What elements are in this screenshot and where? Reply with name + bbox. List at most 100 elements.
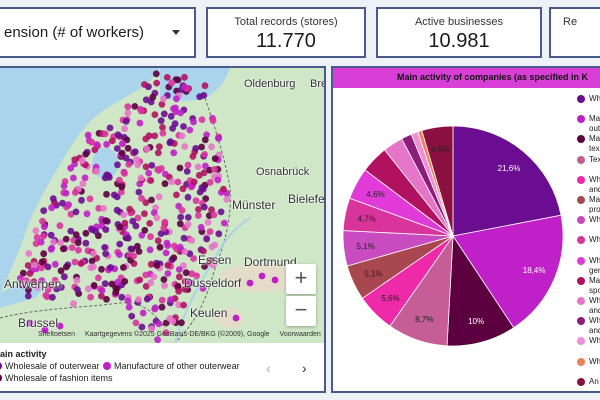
pie-slice[interactable] xyxy=(446,234,515,347)
store-marker[interactable] xyxy=(192,145,200,152)
store-marker[interactable] xyxy=(194,163,202,171)
store-marker[interactable] xyxy=(151,305,159,313)
store-marker[interactable] xyxy=(58,283,65,291)
store-marker[interactable] xyxy=(56,222,64,230)
store-marker[interactable] xyxy=(169,125,177,132)
store-marker[interactable] xyxy=(198,184,206,192)
store-marker[interactable] xyxy=(24,292,32,300)
store-marker[interactable] xyxy=(124,234,132,242)
shortcuts-link[interactable]: Sneltoetsen xyxy=(38,331,75,338)
store-marker[interactable] xyxy=(181,143,189,150)
store-marker[interactable] xyxy=(116,176,123,184)
store-marker[interactable] xyxy=(192,197,200,205)
store-marker[interactable] xyxy=(50,238,57,246)
store-marker[interactable] xyxy=(156,243,164,251)
store-marker[interactable] xyxy=(153,214,161,222)
pie-legend-item[interactable]: An xyxy=(577,377,599,387)
store-marker[interactable] xyxy=(114,161,121,169)
store-marker[interactable] xyxy=(190,118,197,126)
store-marker[interactable] xyxy=(161,218,169,226)
store-marker[interactable] xyxy=(153,262,161,269)
pie-legend-item[interactable]: Whand xyxy=(577,296,600,316)
store-marker[interactable] xyxy=(79,180,87,188)
store-marker[interactable] xyxy=(74,286,81,293)
store-marker[interactable] xyxy=(176,273,183,281)
store-marker[interactable] xyxy=(167,296,175,303)
store-marker[interactable] xyxy=(145,169,153,177)
store-marker[interactable] xyxy=(130,252,138,260)
store-marker[interactable] xyxy=(25,250,33,257)
store-marker[interactable] xyxy=(201,82,209,90)
store-marker[interactable] xyxy=(154,149,162,157)
store-marker[interactable] xyxy=(141,210,148,218)
store-marker[interactable] xyxy=(128,312,136,320)
store-marker[interactable] xyxy=(201,151,209,158)
store-marker[interactable] xyxy=(86,195,94,203)
store-marker[interactable] xyxy=(138,231,146,239)
store-marker[interactable] xyxy=(209,261,217,269)
store-marker[interactable] xyxy=(120,211,128,219)
store-marker[interactable] xyxy=(208,206,215,214)
store-marker[interactable] xyxy=(160,110,168,118)
pie-legend-item[interactable]: Wh xyxy=(577,215,600,225)
store-marker[interactable] xyxy=(37,238,45,246)
store-marker[interactable] xyxy=(47,231,55,239)
store-marker[interactable] xyxy=(202,195,210,202)
store-marker[interactable] xyxy=(16,274,24,282)
store-marker[interactable] xyxy=(138,323,146,331)
store-marker[interactable] xyxy=(145,132,153,140)
store-marker[interactable] xyxy=(142,163,150,171)
store-marker[interactable] xyxy=(73,276,81,284)
store-marker[interactable] xyxy=(82,229,90,237)
store-marker[interactable] xyxy=(135,188,143,196)
store-marker[interactable] xyxy=(197,223,205,231)
store-marker[interactable] xyxy=(158,101,166,108)
store-marker[interactable] xyxy=(143,295,151,303)
store-marker[interactable] xyxy=(186,126,194,134)
caret-down-icon[interactable] xyxy=(172,30,180,35)
store-marker[interactable] xyxy=(90,250,97,257)
store-marker[interactable] xyxy=(176,243,184,251)
terms-link[interactable]: Voorwaarden xyxy=(279,331,321,338)
store-marker[interactable] xyxy=(116,251,123,258)
store-marker[interactable] xyxy=(92,227,99,235)
map-canvas[interactable]: Oldenburg Bre Osnabrück Münster Bielefe … xyxy=(0,68,324,343)
store-marker[interactable] xyxy=(220,219,228,227)
store-marker[interactable] xyxy=(62,189,70,197)
store-marker[interactable] xyxy=(183,168,191,175)
pie-slice[interactable] xyxy=(452,214,564,329)
store-marker[interactable] xyxy=(184,193,192,201)
store-marker[interactable] xyxy=(154,237,162,245)
store-marker[interactable] xyxy=(206,228,214,236)
store-marker[interactable] xyxy=(258,272,266,280)
store-marker[interactable] xyxy=(204,218,212,226)
pie-legend-item[interactable]: Ma tex xyxy=(577,134,600,154)
store-marker[interactable] xyxy=(181,278,189,285)
store-marker[interactable] xyxy=(121,170,128,177)
store-marker[interactable] xyxy=(152,70,160,78)
store-marker[interactable] xyxy=(65,201,72,209)
store-marker[interactable] xyxy=(176,220,184,228)
store-marker[interactable] xyxy=(155,193,163,201)
store-marker[interactable] xyxy=(49,195,57,202)
store-marker[interactable] xyxy=(198,116,206,123)
store-marker[interactable] xyxy=(24,262,32,269)
store-marker[interactable] xyxy=(195,171,203,179)
store-marker[interactable] xyxy=(159,124,166,131)
store-marker[interactable] xyxy=(107,264,114,271)
store-marker[interactable] xyxy=(44,263,52,271)
store-marker[interactable] xyxy=(40,250,48,258)
pie-legend-item[interactable]: Whand xyxy=(577,175,600,195)
store-marker[interactable] xyxy=(26,319,34,327)
store-marker[interactable] xyxy=(158,303,166,311)
store-marker[interactable] xyxy=(90,282,98,289)
pie-legend-item[interactable]: Ma pro xyxy=(577,195,600,215)
pie-legend-item[interactable]: Whand xyxy=(577,316,600,336)
store-marker[interactable] xyxy=(146,220,154,227)
store-marker[interactable] xyxy=(125,303,133,311)
store-marker[interactable] xyxy=(121,125,128,133)
store-marker[interactable] xyxy=(141,81,148,88)
store-marker[interactable] xyxy=(180,234,188,242)
store-marker[interactable] xyxy=(161,180,169,188)
store-marker[interactable] xyxy=(103,296,110,303)
